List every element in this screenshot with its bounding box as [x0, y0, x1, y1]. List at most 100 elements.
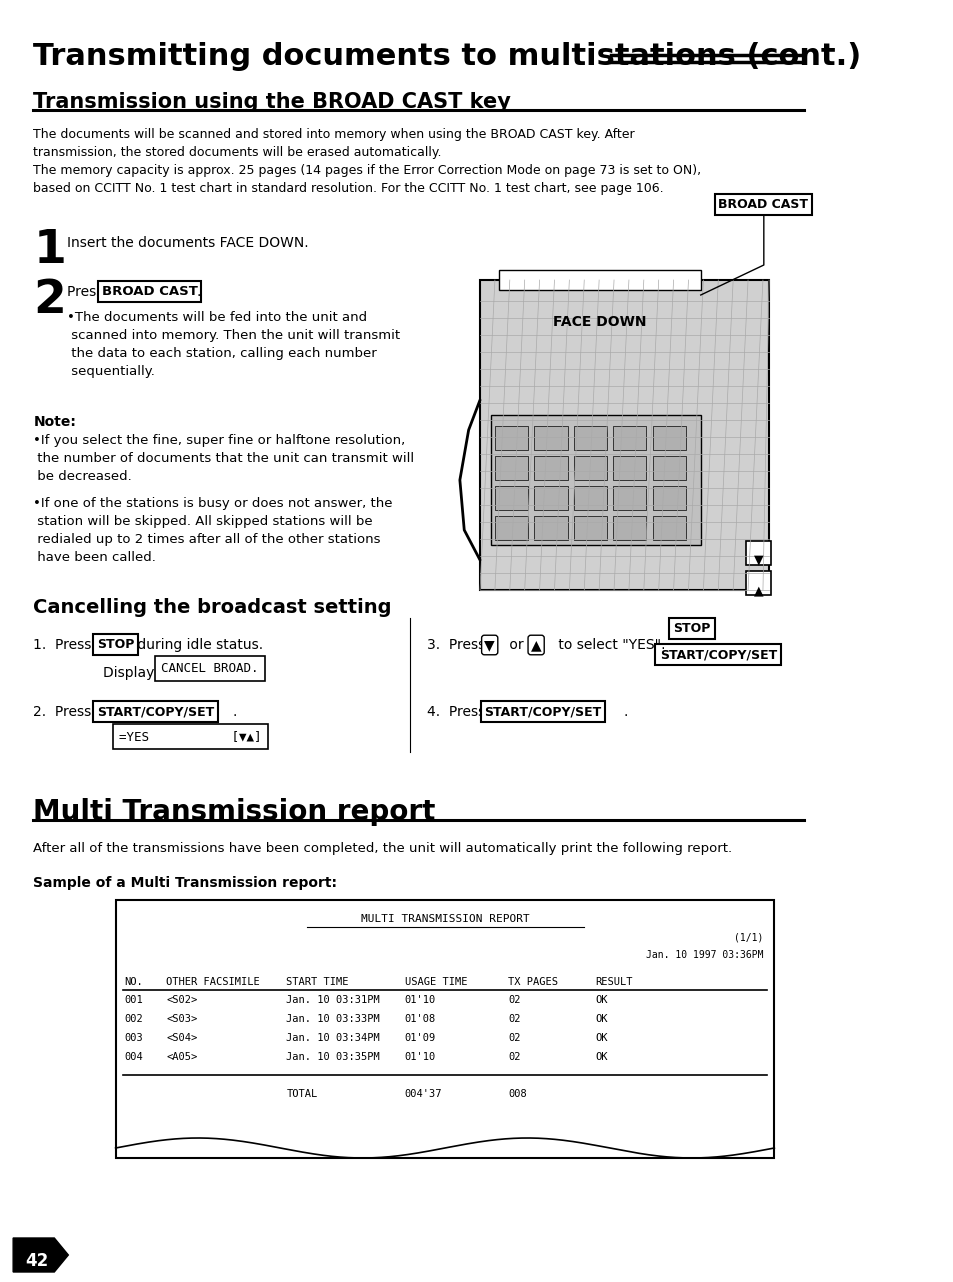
Text: Insert the documents FACE DOWN.: Insert the documents FACE DOWN.	[67, 236, 308, 250]
Text: 02: 02	[508, 1014, 520, 1024]
Text: STOP: STOP	[673, 622, 710, 635]
Text: START/COPY/SET: START/COPY/SET	[659, 647, 776, 662]
Bar	[534, 515, 567, 540]
Text: .: .	[232, 705, 236, 719]
Text: The documents will be scanned and stored into memory when using the BROAD CAST k: The documents will be scanned and stored…	[33, 128, 700, 195]
Text: 4.  Press: 4. Press	[427, 705, 490, 719]
Text: =YES           [▼▲]: =YES [▼▲]	[119, 729, 261, 744]
Text: <S03>: <S03>	[166, 1014, 197, 1024]
Text: 3.  Press: 3. Press	[427, 638, 490, 653]
Text: to select "YES".: to select "YES".	[553, 638, 664, 653]
Text: 004: 004	[124, 1053, 143, 1061]
Bar	[652, 486, 685, 510]
Text: TX PAGES: TX PAGES	[508, 977, 558, 987]
Text: Sample of a Multi Transmission report:: Sample of a Multi Transmission report:	[33, 876, 337, 890]
Text: BROAD CAST: BROAD CAST	[718, 197, 807, 212]
Text: 1.  Press: 1. Press	[33, 638, 96, 653]
Text: STOP: STOP	[97, 638, 134, 651]
Text: OK: OK	[595, 995, 607, 1005]
Text: Transmission using the BROAD CAST key: Transmission using the BROAD CAST key	[33, 92, 511, 112]
Text: ▼: ▼	[753, 553, 762, 565]
Text: 02: 02	[508, 995, 520, 1005]
Bar	[534, 426, 567, 450]
Bar	[498, 271, 700, 290]
Bar	[573, 426, 606, 450]
Text: 42: 42	[25, 1253, 49, 1270]
Text: 01'09: 01'09	[404, 1033, 436, 1044]
Polygon shape	[13, 1238, 69, 1272]
Text: or: or	[504, 638, 527, 653]
Text: <A05>: <A05>	[166, 1053, 197, 1061]
Text: Jan. 10 03:31PM: Jan. 10 03:31PM	[286, 995, 380, 1005]
Bar	[745, 570, 770, 595]
Text: START/COPY/SET: START/COPY/SET	[97, 705, 214, 718]
Text: .: .	[623, 705, 627, 719]
Text: 003: 003	[124, 1033, 143, 1044]
Bar	[495, 486, 528, 510]
Text: 01'08: 01'08	[404, 1014, 436, 1024]
Text: 01'10: 01'10	[404, 1053, 436, 1061]
Text: OK: OK	[595, 1053, 607, 1061]
Text: Press: Press	[67, 285, 107, 299]
Text: 1: 1	[33, 228, 66, 273]
Text: ▼: ▼	[484, 638, 495, 653]
Text: .: .	[196, 285, 200, 299]
Bar	[745, 541, 770, 565]
Text: FACE DOWN: FACE DOWN	[553, 315, 646, 329]
Text: •If you select the fine, super fine or halftone resolution,
 the number of docum: •If you select the fine, super fine or h…	[33, 435, 414, 483]
Bar	[652, 456, 685, 479]
Bar	[652, 426, 685, 450]
Text: BROAD CAST: BROAD CAST	[102, 285, 197, 297]
Text: OTHER FACSIMILE: OTHER FACSIMILE	[166, 977, 260, 987]
Text: 002: 002	[124, 1014, 143, 1024]
Text: After all of the transmissions have been completed, the unit will automatically : After all of the transmissions have been…	[33, 842, 732, 855]
Text: NO.: NO.	[124, 977, 143, 987]
Text: Jan. 10 03:34PM: Jan. 10 03:34PM	[286, 1033, 380, 1044]
Bar	[613, 456, 646, 479]
Text: MULTI TRANSMISSION REPORT: MULTI TRANSMISSION REPORT	[360, 914, 529, 924]
Text: <S04>: <S04>	[166, 1033, 197, 1044]
Bar	[534, 486, 567, 510]
Bar	[613, 515, 646, 540]
Text: (1/1): (1/1)	[734, 933, 763, 944]
Text: •If one of the stations is busy or does not answer, the
 station will be skipped: •If one of the stations is busy or does …	[33, 497, 393, 564]
Text: Note:: Note:	[33, 415, 76, 429]
Text: START/COPY/SET: START/COPY/SET	[484, 705, 601, 718]
Text: 008: 008	[508, 1088, 526, 1099]
Text: Display:: Display:	[103, 667, 163, 679]
Bar	[495, 515, 528, 540]
Text: 004'37: 004'37	[404, 1088, 442, 1099]
Text: ▲: ▲	[753, 585, 762, 597]
Text: 2: 2	[33, 278, 66, 323]
Text: 2.  Press: 2. Press	[33, 705, 96, 719]
Text: 01'10: 01'10	[404, 995, 436, 1005]
Text: 02: 02	[508, 1033, 520, 1044]
Text: ▲: ▲	[530, 638, 541, 653]
Text: 02: 02	[508, 1053, 520, 1061]
Bar	[479, 279, 768, 590]
Bar	[573, 515, 606, 540]
Text: <S02>: <S02>	[166, 995, 197, 1005]
Bar	[115, 900, 774, 1158]
Text: during idle status.: during idle status.	[133, 638, 263, 653]
Bar	[573, 456, 606, 479]
Text: TOTAL: TOTAL	[286, 1088, 317, 1099]
Bar	[490, 415, 700, 545]
Text: Transmitting documents to multistations (cont.): Transmitting documents to multistations …	[33, 42, 861, 71]
Text: •The documents will be fed into the unit and
 scanned into memory. Then the unit: •The documents will be fed into the unit…	[67, 312, 399, 378]
Text: CANCEL BROAD.: CANCEL BROAD.	[161, 662, 258, 676]
Text: Cancelling the broadcast setting: Cancelling the broadcast setting	[33, 597, 392, 617]
Text: Multi Transmission report: Multi Transmission report	[33, 797, 436, 826]
Text: Jan. 10 03:33PM: Jan. 10 03:33PM	[286, 1014, 380, 1024]
Text: Jan. 10 1997 03:36PM: Jan. 10 1997 03:36PM	[645, 950, 763, 960]
Bar	[573, 486, 606, 510]
Bar	[534, 456, 567, 479]
Bar	[613, 426, 646, 450]
Text: RESULT: RESULT	[595, 977, 633, 987]
Bar	[652, 515, 685, 540]
Bar	[495, 426, 528, 450]
Text: OK: OK	[595, 1033, 607, 1044]
Text: OK: OK	[595, 1014, 607, 1024]
Text: Jan. 10 03:35PM: Jan. 10 03:35PM	[286, 1053, 380, 1061]
Bar	[495, 456, 528, 479]
